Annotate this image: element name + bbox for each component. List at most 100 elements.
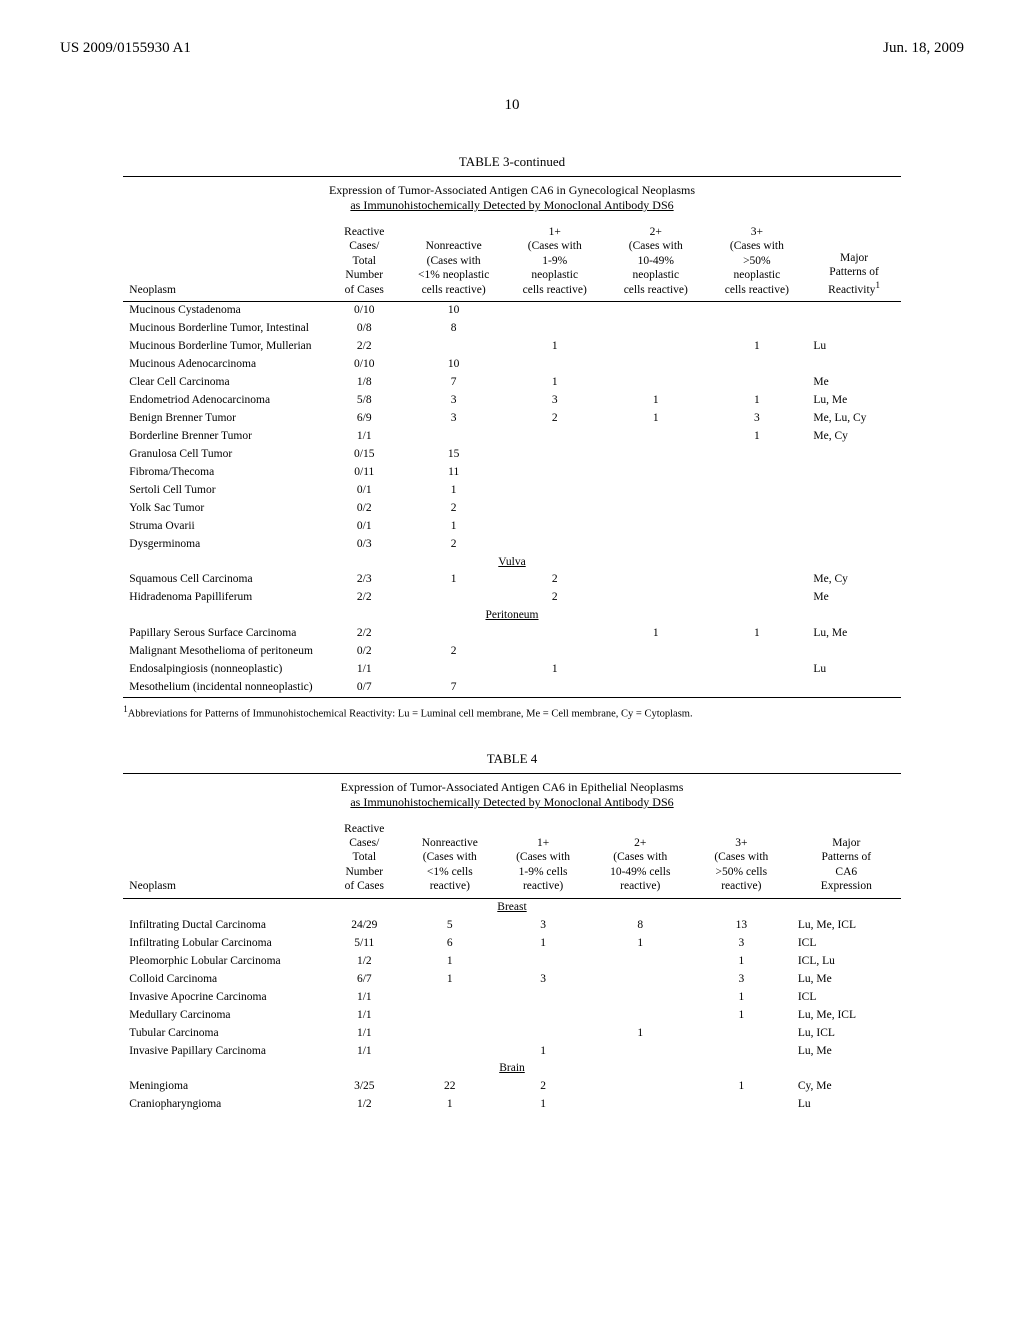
table-row: Papillary Serous Surface Carcinoma2/211L…: [123, 625, 900, 643]
section-label: Vulva: [498, 555, 525, 570]
cell-reactive: 0/7: [325, 679, 403, 697]
cell-neoplasm: Infiltrating Lobular Carcinoma: [123, 934, 325, 952]
cell-reactive: 6/9: [325, 410, 403, 428]
cell-3plus: [706, 517, 807, 535]
cell-nonreactive: [403, 1024, 496, 1042]
section-row: Breast: [123, 898, 900, 916]
cell-patterns: Me, Cy: [807, 571, 900, 589]
cell-3plus: [706, 661, 807, 679]
table-row: Colloid Carcinoma6/7133Lu, Me: [123, 970, 900, 988]
patent-date: Jun. 18, 2009: [883, 40, 964, 57]
table-row: Infiltrating Lobular Carcinoma5/116113IC…: [123, 934, 900, 952]
cell-patterns: Lu, Me: [807, 625, 900, 643]
cell-neoplasm: Clear Cell Carcinoma: [123, 374, 325, 392]
cell-nonreactive: [403, 625, 504, 643]
cell-nonreactive: 7: [403, 374, 504, 392]
col-patterns: MajorPatterns ofCA6Expression: [792, 820, 901, 898]
table-4-caption: Expression of Tumor-Associated Antigen C…: [123, 773, 900, 795]
table-row: Meningioma3/252221Cy, Me: [123, 1078, 900, 1096]
table-row: Pleomorphic Lobular Carcinoma1/211ICL, L…: [123, 952, 900, 970]
table-row: Squamous Cell Carcinoma2/312Me, Cy: [123, 571, 900, 589]
cell-2plus: [605, 661, 706, 679]
cell-2plus: [605, 445, 706, 463]
cell-patterns: [807, 356, 900, 374]
cell-neoplasm: Infiltrating Ductal Carcinoma: [123, 916, 325, 934]
cell-1plus: 3: [504, 392, 605, 410]
cell-reactive: 1/2: [325, 1096, 403, 1114]
table-row: Invasive Apocrine Carcinoma1/11ICL: [123, 988, 900, 1006]
cell-patterns: [807, 643, 900, 661]
page-header: US 2009/0155930 A1 Jun. 18, 2009: [60, 40, 964, 57]
cell-1plus: [504, 481, 605, 499]
cell-1plus: 2: [504, 589, 605, 607]
cell-reactive: 0/1: [325, 481, 403, 499]
cell-nonreactive: 15: [403, 445, 504, 463]
table-row: Endosalpingiosis (nonneoplastic)1/11Lu: [123, 661, 900, 679]
cell-1plus: 3: [496, 916, 589, 934]
cell-neoplasm: Hidradenoma Papilliferum: [123, 589, 325, 607]
cell-nonreactive: [403, 1006, 496, 1024]
cell-2plus: [605, 320, 706, 338]
cell-nonreactive: 7: [403, 679, 504, 697]
cell-patterns: Lu, Me, ICL: [792, 916, 901, 934]
cell-nonreactive: [403, 427, 504, 445]
col-neoplasm: Neoplasm: [123, 820, 325, 898]
cell-patterns: Lu, Me: [792, 970, 901, 988]
cell-1plus: 1: [496, 1042, 589, 1060]
cell-patterns: Lu: [807, 661, 900, 679]
cell-reactive: 5/11: [325, 934, 403, 952]
cell-nonreactive: [403, 661, 504, 679]
cell-3plus: [706, 571, 807, 589]
table-row: Dysgerminoma0/32: [123, 535, 900, 553]
cell-2plus: [605, 301, 706, 319]
cell-patterns: [807, 445, 900, 463]
cell-reactive: 0/2: [325, 643, 403, 661]
table-row: Fibroma/Thecoma0/1111: [123, 463, 900, 481]
cell-patterns: Cy, Me: [792, 1078, 901, 1096]
col-neoplasm: Neoplasm: [123, 223, 325, 301]
cell-1plus: 1: [504, 338, 605, 356]
cell-neoplasm: Borderline Brenner Tumor: [123, 427, 325, 445]
table-row: Yolk Sac Tumor0/22: [123, 499, 900, 517]
table-row: Infiltrating Ductal Carcinoma24/2953813L…: [123, 916, 900, 934]
cell-neoplasm: Mucinous Borderline Tumor, Intestinal: [123, 320, 325, 338]
cell-2plus: [590, 1096, 691, 1114]
table-row: Mucinous Cystadenoma0/1010: [123, 301, 900, 319]
cell-nonreactive: 3: [403, 410, 504, 428]
cell-patterns: [807, 499, 900, 517]
table-row: Hidradenoma Papilliferum2/22Me: [123, 589, 900, 607]
cell-1plus: [504, 643, 605, 661]
cell-3plus: 3: [691, 934, 792, 952]
cell-3plus: [706, 499, 807, 517]
cell-3plus: 1: [706, 338, 807, 356]
cell-2plus: 1: [605, 410, 706, 428]
cell-nonreactive: 1: [403, 571, 504, 589]
cell-3plus: [706, 463, 807, 481]
section-label: Peritoneum: [485, 608, 538, 623]
cell-3plus: [706, 679, 807, 697]
cell-reactive: 1/1: [325, 427, 403, 445]
cell-patterns: ICL: [792, 934, 901, 952]
cell-2plus: [590, 1078, 691, 1096]
cell-reactive: 3/25: [325, 1078, 403, 1096]
cell-nonreactive: [403, 988, 496, 1006]
cell-patterns: [807, 320, 900, 338]
cell-2plus: [590, 952, 691, 970]
cell-2plus: 1: [590, 1024, 691, 1042]
cell-3plus: [691, 1096, 792, 1114]
cell-reactive: 1/1: [325, 988, 403, 1006]
cell-1plus: [504, 320, 605, 338]
cell-2plus: [605, 338, 706, 356]
cell-2plus: 8: [590, 916, 691, 934]
cell-2plus: [590, 970, 691, 988]
cell-patterns: ICL: [792, 988, 901, 1006]
col-nonreactive: Nonreactive(Cases with<1% neoplasticcell…: [403, 223, 504, 301]
cell-patterns: [807, 301, 900, 319]
cell-2plus: [590, 988, 691, 1006]
table-row: Sertoli Cell Tumor0/11: [123, 481, 900, 499]
cell-3plus: [706, 320, 807, 338]
cell-reactive: 1/1: [325, 661, 403, 679]
cell-reactive: 0/10: [325, 301, 403, 319]
cell-2plus: [590, 1042, 691, 1060]
cell-neoplasm: Yolk Sac Tumor: [123, 499, 325, 517]
